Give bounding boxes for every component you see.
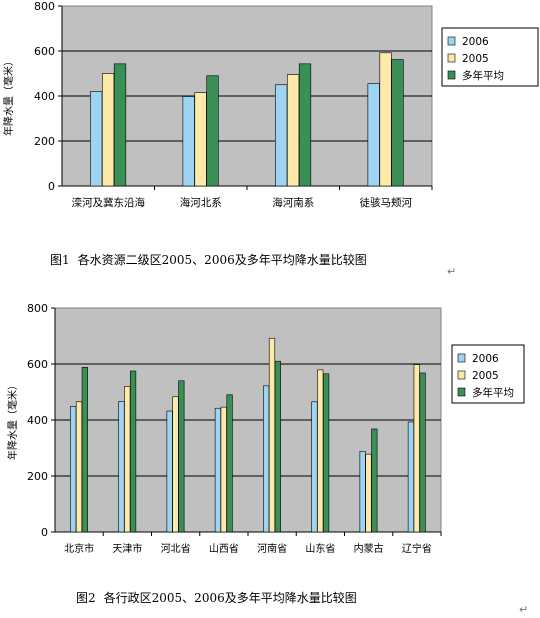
bar <box>206 75 219 187</box>
x-tick-label: 海河南系 <box>272 196 314 209</box>
paragraph-mark-2: ↵ <box>519 603 529 616</box>
bar <box>214 407 222 533</box>
legend-swatch <box>447 36 456 46</box>
legend-swatch <box>447 70 456 80</box>
caption-figure-2-text: 各行政区2005、2006及多年平均降水量比较图 <box>103 591 357 605</box>
bar <box>129 370 137 533</box>
x-tick-label: 徒骇马颊河 <box>360 196 413 209</box>
bar <box>70 406 77 533</box>
bar <box>322 373 330 533</box>
legend-label: 多年平均 <box>472 386 514 399</box>
y-tick-label: 800 <box>34 0 55 13</box>
x-tick-label: 滦河及冀东沿海 <box>72 196 146 209</box>
bar <box>379 52 392 187</box>
bar <box>268 337 276 533</box>
bar <box>311 401 318 533</box>
legend-swatch <box>447 53 456 63</box>
legend-swatch <box>457 353 466 363</box>
bar <box>413 364 420 533</box>
bar <box>274 360 281 533</box>
bar <box>407 421 415 533</box>
legend-box <box>441 27 539 87</box>
bar <box>365 453 372 533</box>
legend-label: 多年平均 <box>462 69 504 82</box>
y-tick-label: 0 <box>48 180 55 193</box>
caption-figure-1-prefix: 图1 <box>50 253 70 267</box>
y-tick-label: 200 <box>27 470 48 483</box>
y-tick-label: 200 <box>34 135 55 148</box>
bar <box>166 410 173 533</box>
x-tick-label: 天津市 <box>112 542 142 555</box>
x-tick-label: 辽宁省 <box>402 542 432 555</box>
bar <box>182 96 195 187</box>
y-tick-label: 0 <box>41 526 48 539</box>
bar <box>172 396 179 533</box>
bar <box>317 369 324 533</box>
bar <box>124 386 131 533</box>
bar <box>81 367 88 533</box>
legend-swatch <box>457 387 466 397</box>
bar <box>263 385 270 533</box>
bar <box>391 59 404 187</box>
caption-figure-1-text: 各水资源二级区2005、2006及多年平均降水量比较图 <box>77 253 367 267</box>
legend-label: 2005 <box>462 53 489 65</box>
x-tick-label: 山西省 <box>209 542 239 555</box>
legend-label: 2006 <box>472 353 499 365</box>
bar <box>226 394 233 533</box>
bar <box>419 372 426 533</box>
bar <box>220 406 227 533</box>
x-tick-label: 北京市 <box>64 542 94 555</box>
y-tick-label: 800 <box>27 302 48 315</box>
paragraph-mark-1: ↵ <box>447 265 457 278</box>
x-tick-label: 河南省 <box>257 542 287 555</box>
bar <box>113 63 127 187</box>
bar <box>118 401 125 533</box>
y-tick-label: 600 <box>27 358 48 371</box>
bar <box>359 451 366 533</box>
y-axis-label: 年降水量（毫米） <box>6 380 19 460</box>
legend-swatch <box>457 370 466 380</box>
x-tick-label: 河北省 <box>161 542 191 555</box>
y-tick-label: 400 <box>27 414 48 427</box>
bar <box>178 380 185 533</box>
bar <box>75 401 83 533</box>
x-tick-label: 内蒙古 <box>354 542 384 555</box>
caption-figure-1: 图1 各水资源二级区2005、2006及多年平均降水量比较图 <box>50 251 367 268</box>
y-tick-label: 600 <box>34 45 55 58</box>
x-tick-label: 海河北系 <box>180 196 222 209</box>
bar <box>101 73 115 187</box>
bar <box>286 74 300 187</box>
y-tick-label: 400 <box>34 90 55 103</box>
legend-label: 2006 <box>462 36 489 48</box>
caption-figure-2: 图2 各行政区2005、2006及多年平均降水量比较图 <box>76 589 357 606</box>
legend-label: 2005 <box>472 370 499 382</box>
y-axis-label: 年降水量（毫米） <box>2 56 15 136</box>
bar <box>371 428 378 533</box>
bar <box>298 63 312 187</box>
x-tick-label: 山东省 <box>305 542 335 555</box>
caption-figure-2-prefix: 图2 <box>76 591 96 605</box>
